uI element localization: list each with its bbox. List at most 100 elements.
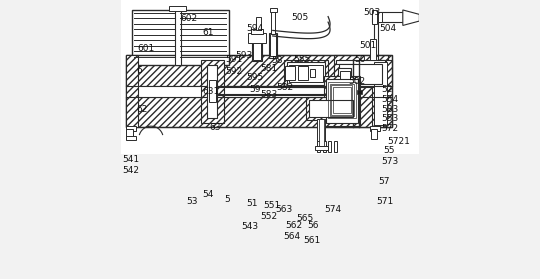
Bar bbox=[175, 10, 181, 65]
Bar bbox=[126, 55, 392, 86]
Bar bbox=[310, 69, 315, 78]
Text: 562: 562 bbox=[286, 221, 302, 230]
Bar bbox=[319, 119, 323, 147]
Bar bbox=[328, 141, 332, 152]
Bar bbox=[317, 141, 320, 152]
Bar bbox=[270, 34, 276, 56]
Bar bbox=[374, 62, 387, 125]
Bar bbox=[338, 62, 384, 85]
Bar bbox=[126, 86, 392, 97]
Bar bbox=[251, 29, 263, 34]
Text: 504: 504 bbox=[380, 24, 397, 33]
Bar bbox=[373, 10, 377, 24]
Text: 565: 565 bbox=[296, 214, 314, 223]
Bar bbox=[339, 64, 382, 83]
Bar bbox=[370, 129, 377, 140]
Bar bbox=[126, 129, 133, 140]
Text: 583: 583 bbox=[382, 105, 399, 114]
Bar bbox=[324, 76, 360, 126]
Bar bbox=[286, 66, 295, 80]
Text: 541: 541 bbox=[122, 155, 139, 164]
Bar bbox=[338, 68, 352, 115]
Text: 572: 572 bbox=[382, 124, 399, 133]
Bar bbox=[309, 100, 353, 117]
Bar bbox=[373, 12, 403, 22]
Bar bbox=[306, 97, 356, 120]
Text: 602: 602 bbox=[180, 14, 198, 23]
Text: 59: 59 bbox=[249, 85, 260, 94]
Bar bbox=[126, 97, 392, 127]
Text: 542: 542 bbox=[122, 166, 139, 175]
Bar bbox=[252, 42, 262, 61]
Text: 62: 62 bbox=[136, 105, 147, 114]
Text: 555: 555 bbox=[293, 55, 310, 64]
Text: 505: 505 bbox=[291, 13, 308, 22]
Text: 5: 5 bbox=[225, 195, 231, 204]
Text: 564: 564 bbox=[284, 232, 300, 241]
Bar bbox=[248, 33, 266, 43]
Bar bbox=[317, 119, 325, 147]
Bar bbox=[126, 55, 392, 127]
Text: 553: 553 bbox=[382, 114, 399, 124]
Bar bbox=[357, 90, 362, 94]
Text: 594: 594 bbox=[247, 24, 264, 33]
Text: 61: 61 bbox=[202, 28, 214, 37]
Bar bbox=[287, 62, 325, 85]
Bar bbox=[373, 60, 389, 127]
Text: 601: 601 bbox=[137, 44, 154, 53]
Bar bbox=[334, 64, 356, 119]
Text: 631: 631 bbox=[202, 87, 220, 96]
Text: 595: 595 bbox=[247, 73, 264, 82]
Bar bbox=[255, 16, 261, 30]
Text: 581: 581 bbox=[260, 64, 278, 73]
Bar bbox=[271, 11, 275, 34]
Bar bbox=[126, 126, 136, 131]
Bar bbox=[334, 55, 388, 127]
Bar bbox=[328, 82, 356, 118]
Text: 6: 6 bbox=[136, 66, 142, 75]
Text: 543: 543 bbox=[241, 222, 258, 231]
Text: 593: 593 bbox=[235, 51, 253, 60]
Bar bbox=[332, 85, 353, 115]
Bar bbox=[284, 60, 328, 87]
Text: 574: 574 bbox=[324, 205, 341, 214]
Text: 501: 501 bbox=[360, 41, 377, 50]
Text: 561: 561 bbox=[303, 236, 320, 245]
Text: 582: 582 bbox=[276, 83, 294, 92]
Bar bbox=[369, 126, 380, 131]
Bar bbox=[322, 141, 326, 152]
Text: 563: 563 bbox=[275, 205, 293, 214]
Bar bbox=[253, 43, 261, 60]
Text: 53: 53 bbox=[186, 198, 198, 206]
Text: 56: 56 bbox=[308, 221, 319, 230]
Text: 63: 63 bbox=[209, 123, 221, 132]
Text: 573: 573 bbox=[382, 157, 399, 166]
Polygon shape bbox=[403, 10, 420, 25]
Text: 551: 551 bbox=[264, 201, 281, 210]
Text: 51: 51 bbox=[247, 199, 258, 208]
Text: 554: 554 bbox=[382, 95, 399, 104]
Bar bbox=[386, 60, 391, 127]
Text: 54: 54 bbox=[202, 190, 214, 199]
Text: 5721: 5721 bbox=[387, 137, 410, 146]
Text: 552: 552 bbox=[260, 212, 277, 222]
Bar bbox=[334, 141, 337, 152]
Text: 583: 583 bbox=[260, 90, 278, 98]
Bar bbox=[327, 79, 358, 123]
Text: 57: 57 bbox=[378, 177, 389, 186]
Bar bbox=[315, 146, 328, 150]
Bar bbox=[330, 83, 354, 116]
Bar bbox=[378, 12, 382, 22]
Text: 50: 50 bbox=[354, 55, 366, 64]
Bar bbox=[270, 8, 276, 12]
Bar bbox=[298, 66, 308, 80]
Bar bbox=[336, 60, 385, 87]
Bar bbox=[126, 136, 136, 140]
Bar bbox=[201, 60, 224, 123]
Bar bbox=[170, 6, 186, 11]
Bar bbox=[209, 80, 216, 102]
Text: 592: 592 bbox=[226, 68, 243, 76]
Text: 52: 52 bbox=[382, 85, 393, 94]
Text: 58: 58 bbox=[271, 56, 282, 65]
Text: 503: 503 bbox=[363, 8, 380, 17]
